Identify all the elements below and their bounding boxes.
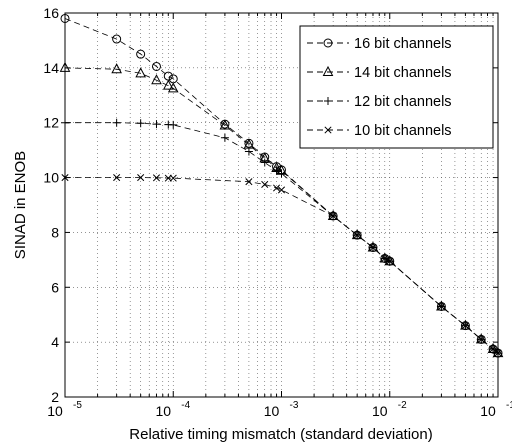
data-point [477,335,485,343]
data-point [111,63,122,74]
data-point [353,231,361,239]
legend-item: 16 bit channels [307,36,452,52]
data-point [494,349,502,357]
legend-item: 12 bit channels [307,94,452,110]
data-point [244,147,253,156]
data-point [272,166,281,175]
y-tick-label: 2 [51,389,59,405]
data-point [386,257,394,265]
data-point [169,120,178,129]
x-tick-label-exponent: -5 [73,400,82,411]
data-point [489,345,497,353]
x-tick-label: 10 [372,403,388,419]
axis-ticks [64,12,499,398]
legend: 16 bit channels 14 bit channels 12 bit cha… [299,25,494,149]
x-tick-label-exponent: -1 [506,400,512,411]
data-point [277,169,286,178]
tick-labels: 2 4 6 8 10 12 14 16 10 -5 10 -4 10 -3 10 -2 10 -1 [43,5,512,419]
data-point [59,61,71,72]
data-point [113,174,121,182]
legend-label: 16 bit channels [354,36,452,52]
data-point [381,254,389,263]
data-point [135,67,146,78]
data-point [162,79,174,90]
data-point [329,212,337,220]
x-tick-label-exponent: -2 [398,400,407,411]
y-tick-label: 12 [43,115,59,131]
data-point [60,13,70,23]
series-group [59,13,504,358]
data-point [152,120,161,129]
data-point [61,118,69,127]
data-point [272,184,281,192]
data-point [219,119,231,130]
data-point [277,186,286,194]
data-point [137,174,145,182]
legend-marker [324,97,332,105]
data-point [245,178,253,186]
data-point [61,174,69,182]
data-point [151,74,162,85]
x-tick-label: 10 [155,403,171,419]
data-point [437,302,445,311]
x-tick-label: 10 [264,403,280,419]
y-tick-label: 14 [43,60,59,76]
y-axis-label: SINAD in ENOB [12,151,29,259]
x-tick-label: 10 [480,403,496,419]
data-point [220,133,229,142]
y-tick-label: 6 [51,279,59,295]
x-tick-label-exponent: -4 [181,400,190,411]
data-point [136,49,146,59]
legend-label: 10 bit channels [354,123,452,139]
y-tick-label: 10 [43,170,59,186]
series-3 [61,174,502,357]
data-point [260,158,269,167]
x-tick-label: 10 [47,403,63,419]
legend-item: 14 bit channels [307,65,452,81]
data-point [167,82,179,93]
data-point [112,118,121,127]
legend-item: 10 bit channels [307,123,452,139]
data-point [112,34,122,44]
data-point [461,322,469,330]
data-point [152,174,161,182]
x-tick-label-exponent: -3 [290,400,299,411]
data-point [261,180,269,188]
legend-marker [323,38,333,48]
data-point [369,243,377,252]
data-point [151,61,161,71]
legend-label: 14 bit channels [354,65,452,81]
legend-box [299,25,494,149]
legend-label: 12 bit channels [354,94,452,110]
data-point [169,174,177,182]
legend-marker [324,126,332,134]
y-tick-label: 8 [51,224,59,240]
legend-marker [322,65,334,76]
y-tick-label: 4 [51,334,59,350]
y-tick-label: 16 [43,5,59,21]
x-axis-label: Relative timing mismatch (standard devia… [129,426,432,443]
series-line [65,177,499,354]
data-point [136,119,145,128]
